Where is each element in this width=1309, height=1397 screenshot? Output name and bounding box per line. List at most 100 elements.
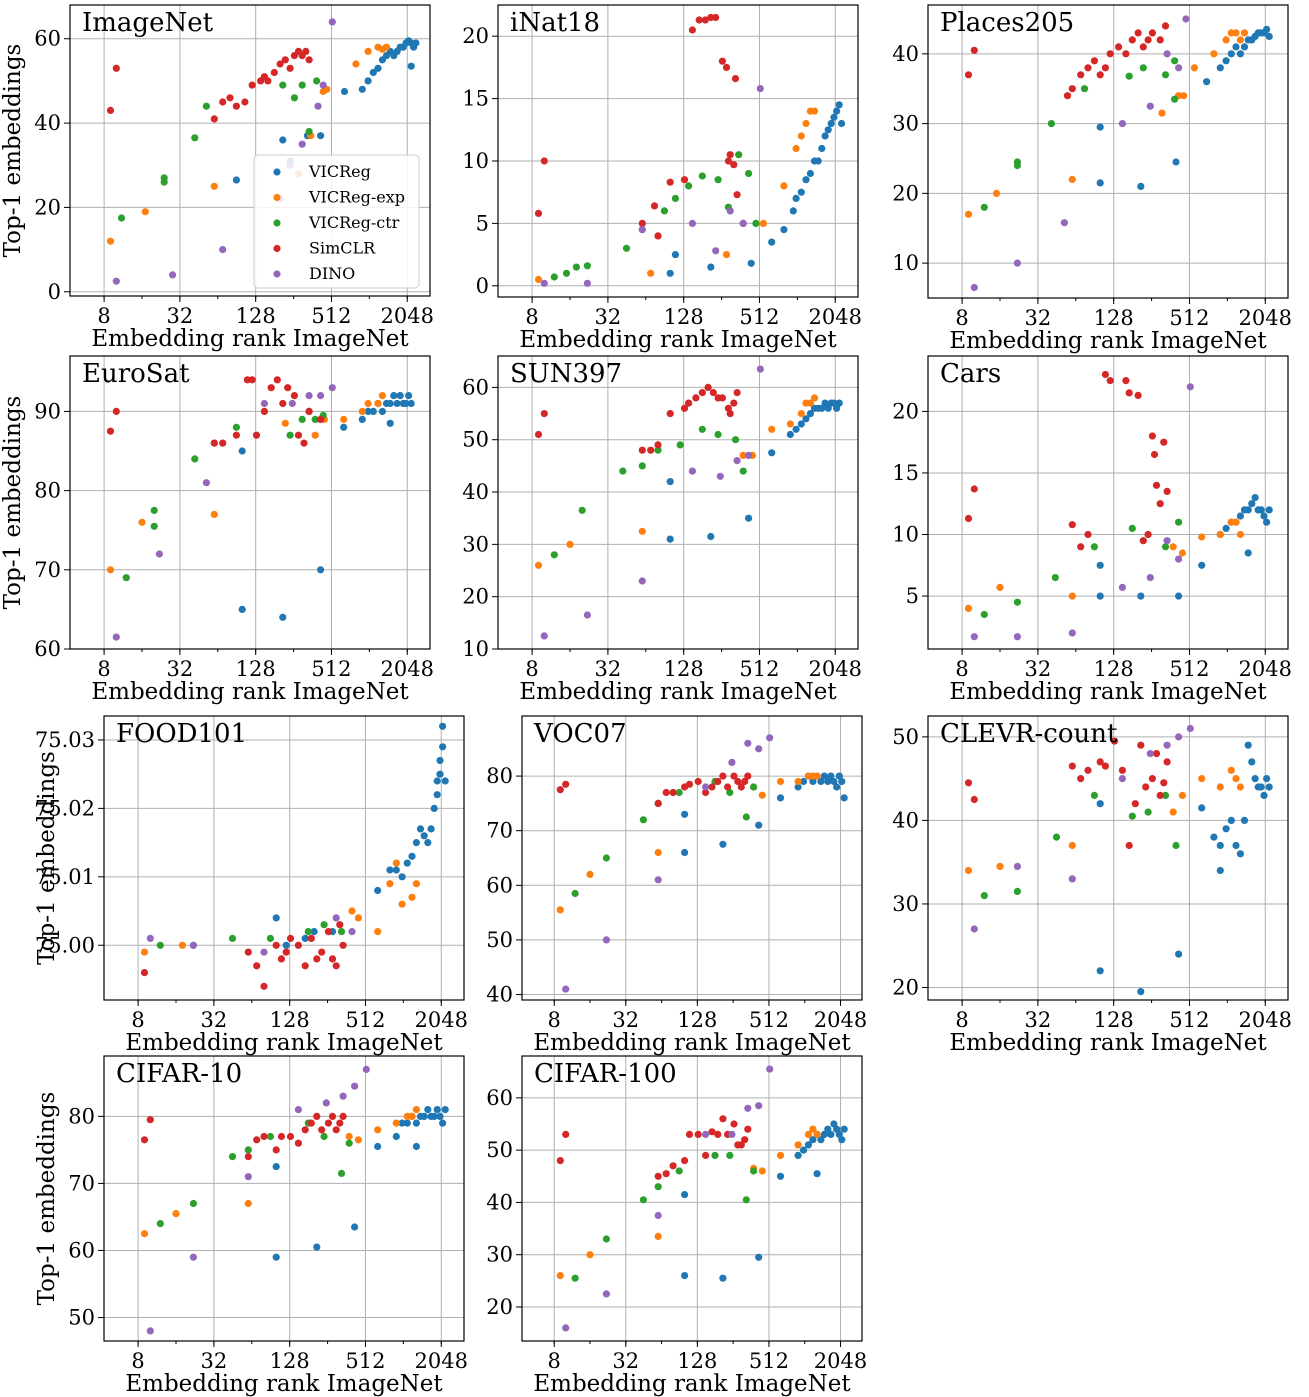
x-tick-label: 2048 <box>809 305 862 329</box>
data-point <box>112 64 120 72</box>
data-point <box>824 404 832 412</box>
data-point <box>813 772 821 780</box>
data-point <box>1180 92 1188 100</box>
x-tick-label: 8 <box>525 305 538 329</box>
data-point <box>189 1199 197 1208</box>
data-point <box>1106 377 1114 385</box>
data-point <box>741 1136 749 1144</box>
data-point <box>1257 506 1265 514</box>
x-tick-label: 512 <box>345 1349 385 1373</box>
data-point <box>300 439 308 447</box>
panel-imagenet: 8 32 128 512 2048 0 20 40 60 ImageNet Embedding ra… <box>0 4 434 352</box>
data-point <box>1128 36 1136 44</box>
data-point <box>408 852 416 860</box>
data-point <box>540 279 548 287</box>
data-point <box>534 209 543 217</box>
data-point <box>1080 85 1089 93</box>
data-point <box>178 941 186 949</box>
data-point <box>712 13 720 22</box>
data-point <box>681 1272 689 1280</box>
legend-marker <box>273 193 281 202</box>
data-point <box>739 467 747 475</box>
data-point <box>1146 750 1154 758</box>
data-point <box>272 941 280 949</box>
data-point <box>398 1119 406 1127</box>
data-point <box>702 788 710 797</box>
data-point <box>1216 866 1224 875</box>
panel-voc07: 8 32 128 512 2048 40 50 60 70 80 VOC07 Embedding ra… <box>486 715 867 1056</box>
data-point <box>1161 543 1170 551</box>
data-point <box>1148 775 1156 783</box>
data-point <box>339 1092 347 1100</box>
data-point <box>809 1125 817 1133</box>
data-point <box>313 77 321 85</box>
data-point <box>1236 512 1244 520</box>
data-point <box>758 791 766 799</box>
panel-title: SUN397 <box>510 359 622 389</box>
data-point <box>688 219 697 227</box>
data-point <box>202 479 210 487</box>
data-point <box>279 81 287 89</box>
data-point <box>210 115 218 123</box>
data-point <box>1236 850 1244 858</box>
x-tick-label: 2048 <box>381 304 434 328</box>
data-point <box>1232 518 1240 526</box>
data-point <box>436 1112 444 1120</box>
data-point <box>817 1136 825 1144</box>
data-point <box>794 783 802 791</box>
data-point <box>1222 524 1230 533</box>
data-point <box>786 430 794 439</box>
data-point <box>294 941 302 949</box>
legend-label: VICReg-exp <box>308 188 405 207</box>
data-point <box>818 404 826 412</box>
data-point <box>692 394 700 402</box>
data-point <box>298 140 306 148</box>
data-point <box>718 394 727 402</box>
data-point <box>1139 64 1147 72</box>
data-point <box>374 64 382 72</box>
y-tick-label: 40 <box>892 42 919 66</box>
data-point <box>189 1253 197 1261</box>
data-point <box>281 56 289 64</box>
data-point <box>244 1153 252 1161</box>
data-point <box>742 813 750 821</box>
data-point <box>272 1146 280 1154</box>
data-point <box>698 389 706 397</box>
plot-frame <box>497 355 859 650</box>
data-point <box>714 430 722 439</box>
data-point <box>1096 758 1104 766</box>
data-point <box>320 1132 328 1141</box>
data-point <box>662 788 670 797</box>
x-tick-label: 128 <box>677 1008 717 1032</box>
data-point <box>279 399 287 408</box>
data-point <box>1178 549 1186 557</box>
x-axis-label: Embedding rank ImageNet <box>949 1030 1267 1056</box>
data-point <box>755 821 763 829</box>
data-point <box>556 1157 564 1165</box>
data-point <box>638 577 646 585</box>
data-point <box>1222 57 1230 65</box>
data-point <box>970 795 978 804</box>
y-tick-label: 60 <box>68 1238 95 1262</box>
data-point <box>1169 808 1177 816</box>
data-point <box>964 514 973 523</box>
data-point <box>313 1243 321 1251</box>
panel-title: ImageNet <box>82 8 214 38</box>
data-point <box>1125 841 1133 850</box>
x-axis-label: Embedding rank ImageNet <box>91 326 409 352</box>
data-point <box>1137 592 1145 600</box>
data-point <box>1182 15 1190 23</box>
data-point <box>1156 791 1164 800</box>
data-point <box>1084 64 1092 72</box>
x-tick-label: 128 <box>1094 306 1134 330</box>
data-point <box>1260 791 1268 800</box>
data-point <box>1251 775 1259 783</box>
data-point <box>294 1106 302 1114</box>
data-point <box>737 783 745 791</box>
data-point <box>792 425 800 433</box>
x-tick-label: 512 <box>739 657 779 681</box>
data-point <box>638 527 646 535</box>
panel-cifar-10: 8 32 128 512 2048 50 60 70 80 CIFAR-10 Embedding r… <box>34 1055 468 1397</box>
y-tick-label: 20 <box>892 399 919 423</box>
data-point <box>1232 775 1240 783</box>
